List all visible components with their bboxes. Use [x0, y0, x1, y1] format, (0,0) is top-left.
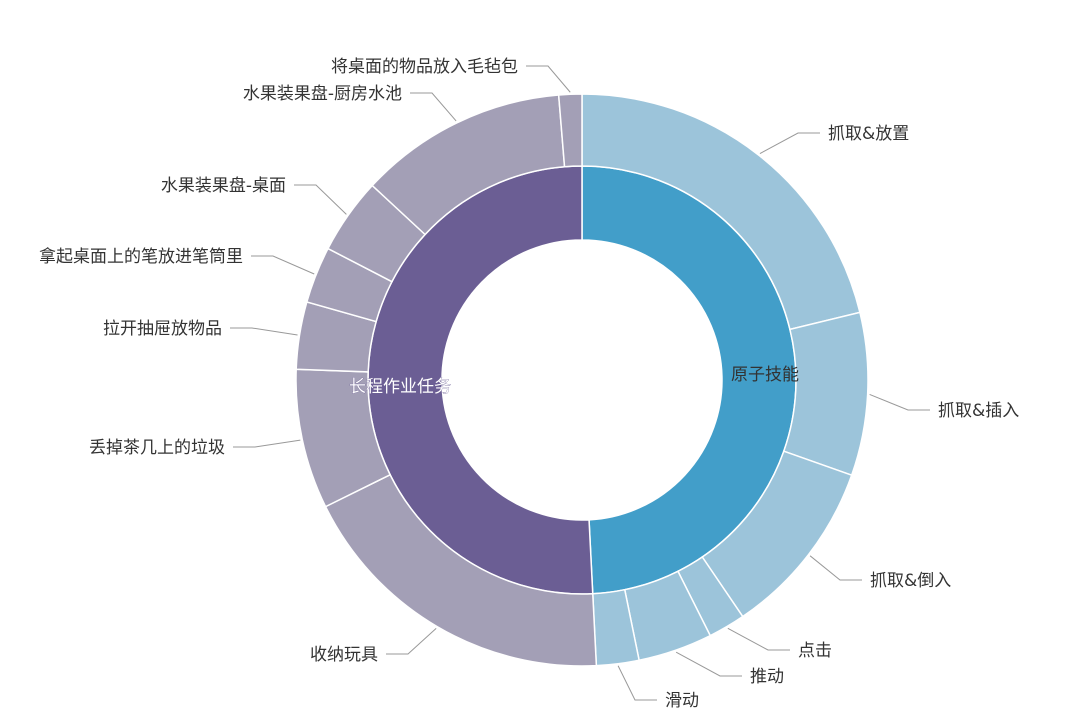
leader-line: [294, 184, 347, 215]
outer-label: 拉开抽屉放物品: [103, 319, 222, 339]
outer-label: 将桌面的物品放入毛毡包: [331, 57, 518, 77]
leader-line: [675, 651, 742, 677]
inner-label: 原子技能: [731, 365, 799, 385]
leader-line: [809, 555, 862, 581]
leader-line: [869, 394, 930, 411]
outer-label: 抓取&倒入: [870, 571, 951, 591]
leader-line: [410, 92, 457, 122]
outer-label: 收纳玩具: [310, 645, 378, 665]
outer-label: 抓取&放置: [828, 124, 909, 144]
leader-line: [251, 255, 315, 275]
outer-segment[interactable]: [782, 311, 869, 477]
outer-label: 点击: [798, 641, 832, 661]
outer-label: 水果装果盘-厨房水池: [243, 84, 402, 104]
leader-line: [230, 327, 298, 336]
leader-line: [727, 627, 790, 651]
leader-line: [617, 665, 657, 701]
inner-label: 长程作业任务: [349, 377, 451, 397]
outer-label: 拿起桌面上的笔放进笔筒里: [39, 246, 243, 267]
outer-label: 滑动: [665, 691, 699, 711]
leader-line: [386, 627, 437, 655]
outer-segment[interactable]: [557, 93, 583, 168]
outer-label: 推动: [750, 667, 784, 687]
outer-label: 抓取&插入: [938, 401, 1019, 421]
leader-line: [759, 132, 820, 154]
outer-label: 水果装果盘-桌面: [161, 176, 286, 196]
outer-label: 丢掉茶几上的垃圾: [89, 438, 225, 458]
leader-line: [233, 439, 301, 448]
leader-line: [526, 65, 571, 93]
